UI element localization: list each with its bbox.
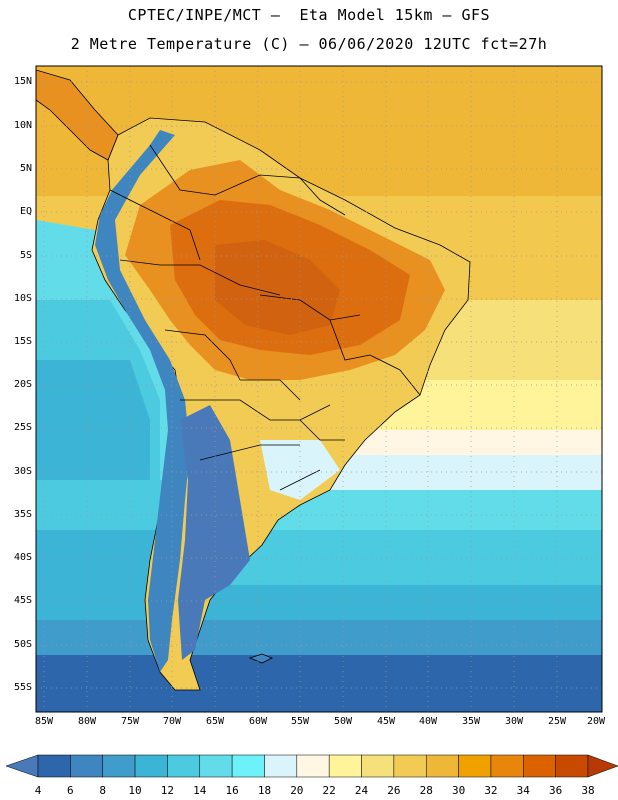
lat-label: 35S: [13, 509, 32, 520]
lon-label: 60W: [248, 716, 268, 727]
lat-label: 15S: [13, 336, 32, 347]
colorbar-swatch: [70, 754, 103, 778]
lon-label: 25W: [547, 716, 567, 727]
colorbar-swatch: [134, 754, 168, 778]
lon-label: 55W: [290, 716, 310, 727]
lat-label: EQ: [19, 206, 32, 217]
colorbar-label: 26: [387, 784, 401, 797]
lon-label: 70W: [162, 716, 182, 727]
colorbar-label: 14: [193, 784, 207, 797]
colorbar-arrow-high: [587, 754, 618, 778]
country-boundaries: [109, 144, 421, 491]
colorbar-label: 30: [451, 784, 466, 797]
temperature-field: [36, 66, 602, 712]
lat-label: 10N: [13, 120, 32, 131]
colorbar-label: 24: [354, 784, 369, 797]
lat-label: 25S: [13, 422, 32, 433]
colorbar-swatch: [328, 754, 362, 778]
colorbar-swatch: [425, 754, 459, 778]
lat-label: 55S: [13, 682, 32, 693]
colorbar-label: 4: [34, 784, 42, 797]
colorbar-label: 36: [549, 784, 563, 797]
colorbar-swatch: [37, 754, 71, 778]
lon-label: 85W: [34, 716, 54, 727]
lat-label: 5N: [19, 163, 32, 174]
colorbar-label: 22: [322, 784, 336, 797]
lat-label: 15N: [13, 76, 32, 87]
colorbar-swatch: [167, 754, 201, 778]
colorbar-arrow-low: [5, 754, 39, 778]
colorbar-label: 32: [484, 784, 498, 797]
lon-label: 80W: [77, 716, 97, 727]
colorbar-swatch: [393, 754, 427, 778]
map-frame: [35, 65, 603, 713]
lat-label: 45S: [13, 595, 32, 606]
lat-label: 50S: [13, 639, 32, 650]
colorbar-label: 12: [160, 784, 175, 797]
colorbar-label: 18: [257, 784, 272, 797]
colorbar-swatch: [361, 754, 395, 778]
colorbar-label: 34: [516, 784, 530, 797]
map-title-line2: 2 Metre Temperature (C) – 06/06/2020 12U…: [70, 35, 548, 53]
colorbar-swatch: [523, 754, 556, 778]
colorbar-swatch: [231, 754, 265, 778]
lon-label: 50W: [333, 716, 353, 727]
colorbar-swatch: [458, 754, 492, 778]
lat-label: 5S: [19, 250, 32, 261]
colorbar-swatch: [555, 754, 589, 778]
colorbar-swatch: [296, 754, 330, 778]
colorbar-label: 6: [67, 784, 74, 797]
lon-label: 20W: [586, 716, 606, 727]
colorbar-label: 28: [419, 784, 433, 797]
lat-label: 20S: [13, 379, 32, 390]
lon-label: 75W: [120, 716, 140, 727]
colorbar-label: 8: [99, 784, 107, 797]
colorbar-label: 20: [290, 784, 304, 797]
colorbar-label: 10: [128, 784, 142, 797]
map-title-line1: CPTEC/INPE/MCT – Eta Model 15km – GFS: [127, 6, 491, 24]
lon-label: 35W: [461, 716, 481, 727]
lon-label: 45W: [376, 716, 396, 727]
lon-label: 65W: [205, 716, 225, 727]
colorbar: [5, 754, 618, 778]
lon-label: 30W: [504, 716, 524, 727]
lat-label: 10S: [13, 293, 32, 304]
lat-label: 40S: [13, 552, 32, 563]
colorbar-swatch: [490, 754, 524, 778]
lon-label: 40W: [418, 716, 438, 727]
colorbar-label: 38: [581, 784, 595, 797]
colorbar-swatch: [102, 754, 136, 778]
colorbar-swatch: [264, 754, 298, 778]
colorbar-swatch: [199, 754, 233, 778]
lat-label: 30S: [13, 466, 32, 477]
colorbar-label: 16: [225, 784, 239, 797]
